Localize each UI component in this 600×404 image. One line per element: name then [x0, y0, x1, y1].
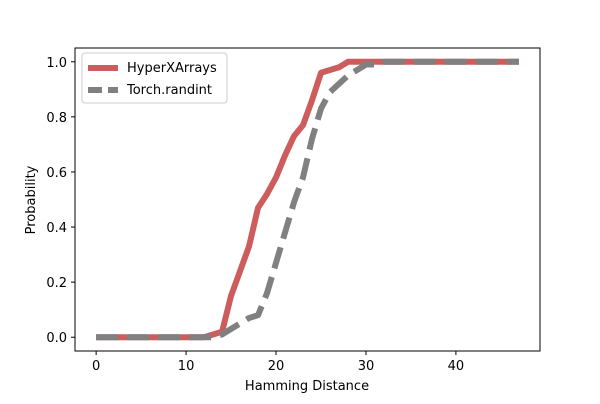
x-tick-label: 20 [268, 359, 285, 374]
x-tick-label: 40 [448, 359, 465, 374]
series-layer [96, 58, 519, 341]
y-tick-label: 0.2 [46, 276, 67, 291]
y-tick-label: 0.4 [46, 221, 67, 236]
x-axis-title: Hamming Distance [245, 379, 369, 394]
legend-label-hyperxarrays: HyperXArrays [127, 61, 217, 76]
y-tick-label: 0.8 [46, 111, 67, 126]
y-axis-title: Probability [24, 165, 39, 234]
y-tick-label: 0.6 [46, 166, 67, 181]
y-tick-label: 0.0 [46, 331, 67, 346]
legend: HyperXArrays Torch.randint [81, 52, 228, 104]
x-tick-label: 10 [178, 359, 195, 374]
legend-box [81, 52, 228, 104]
legend-label-torch-randint: Torch.randint [126, 83, 212, 98]
x-tick-label: 0 [92, 359, 100, 374]
y-tick-label: 1.0 [46, 56, 67, 71]
plot-frame [74, 47, 541, 352]
axes-layer: 0 10 20 30 40 0.0 0.2 0.4 0.6 0.8 1.0 [46, 47, 541, 374]
x-tick-label: 30 [358, 359, 375, 374]
series-line-torch-randint [96, 58, 519, 341]
